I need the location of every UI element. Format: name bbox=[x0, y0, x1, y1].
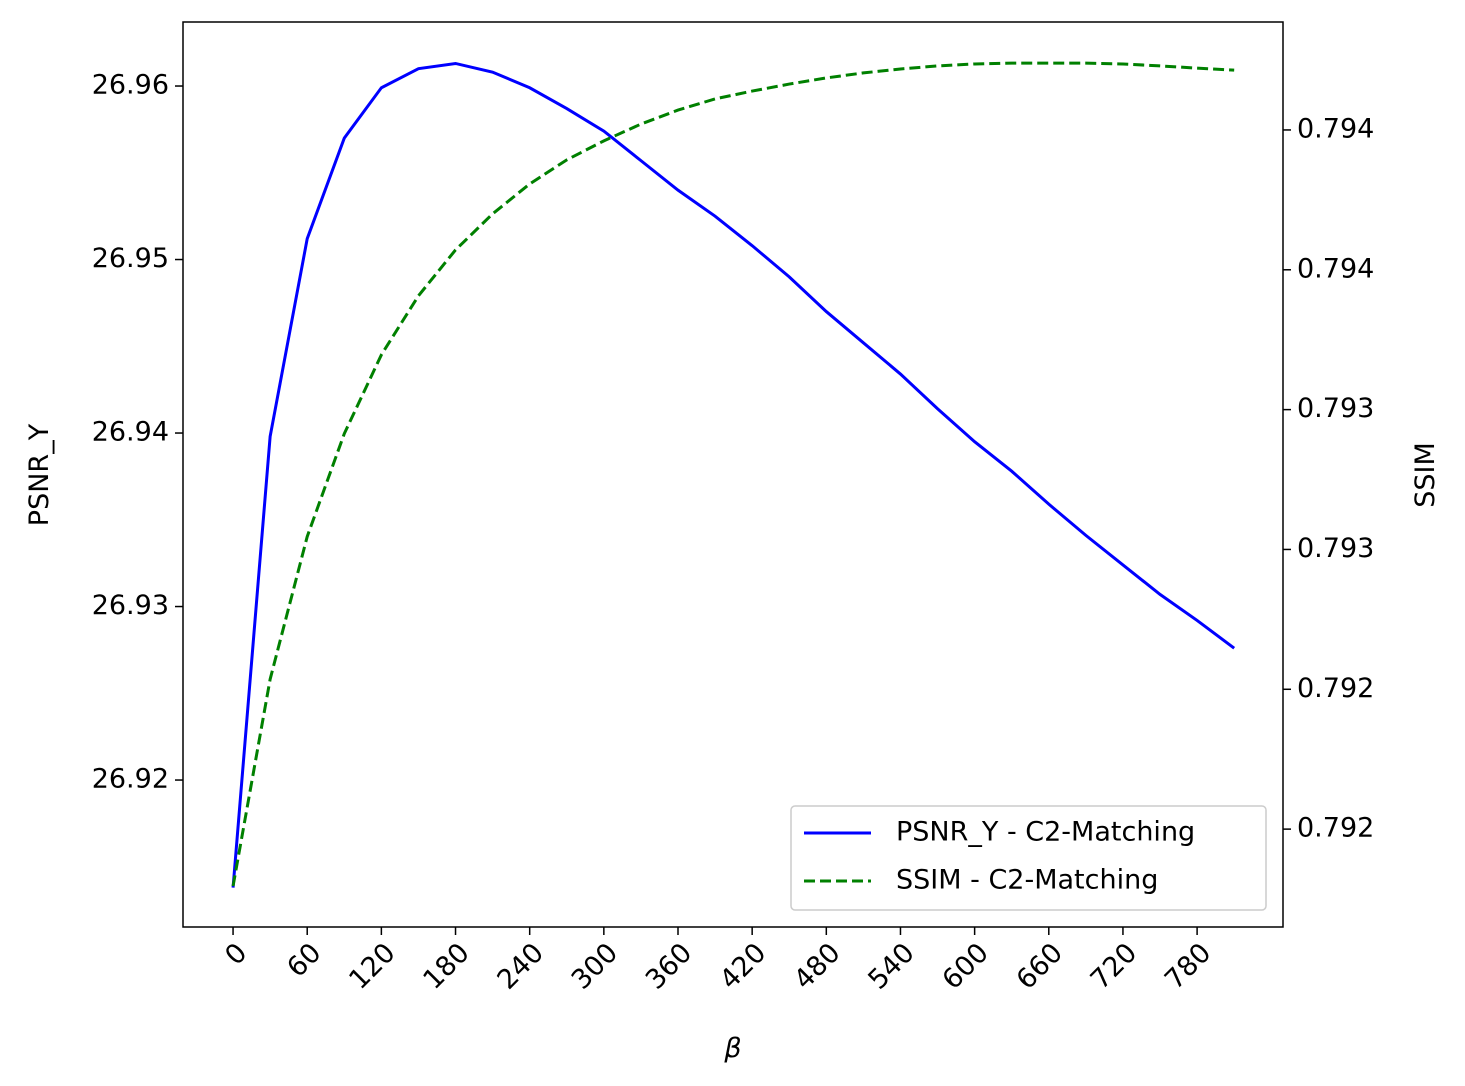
x-tick-label: 600 bbox=[937, 937, 995, 995]
y-tick-label: 26.95 bbox=[92, 243, 169, 274]
y2-tick-label: 0.793 bbox=[1297, 393, 1374, 424]
x-tick-label: 300 bbox=[566, 937, 624, 995]
y-tick-label: 26.92 bbox=[92, 764, 169, 795]
legend-label: SSIM - C2-Matching bbox=[896, 865, 1158, 896]
x-tick-label: 120 bbox=[343, 937, 401, 995]
y2-tick-label: 0.793 bbox=[1297, 533, 1374, 564]
line-series bbox=[231, 61, 1236, 888]
y2-axis-label: SSIM bbox=[1410, 442, 1441, 508]
line-series bbox=[231, 61, 1235, 887]
y2-tick-label: 0.794 bbox=[1297, 113, 1374, 144]
y-tick-label: 26.96 bbox=[92, 70, 169, 101]
x-tick-label: 420 bbox=[714, 937, 772, 995]
legend-label: PSNR_Y - C2-Matching bbox=[896, 817, 1195, 848]
x-tick-label: 240 bbox=[492, 937, 550, 995]
x-tick-label: 0 bbox=[219, 937, 253, 971]
x-tick-label: 360 bbox=[640, 937, 698, 995]
y-tick-label: 26.94 bbox=[92, 417, 169, 448]
x-tick-label: 720 bbox=[1085, 937, 1143, 995]
x-tick-label: 480 bbox=[788, 937, 846, 995]
x-tick-label: 780 bbox=[1159, 937, 1217, 995]
legend-box bbox=[790, 805, 1267, 911]
x-axis-label: β bbox=[723, 1033, 741, 1064]
x-tick-label: 180 bbox=[417, 937, 475, 995]
y2-tick-label: 0.794 bbox=[1297, 253, 1374, 284]
x-tick-label: 60 bbox=[281, 937, 327, 983]
x-tick-label: 660 bbox=[1011, 937, 1069, 995]
plot-frame bbox=[182, 21, 1284, 928]
y2-tick-label: 0.792 bbox=[1297, 813, 1374, 844]
y-axis-label: PSNR_Y bbox=[24, 423, 55, 526]
y-tick-label: 26.93 bbox=[92, 590, 169, 621]
x-tick-label: 540 bbox=[862, 937, 920, 995]
y2-tick-label: 0.792 bbox=[1297, 673, 1374, 704]
